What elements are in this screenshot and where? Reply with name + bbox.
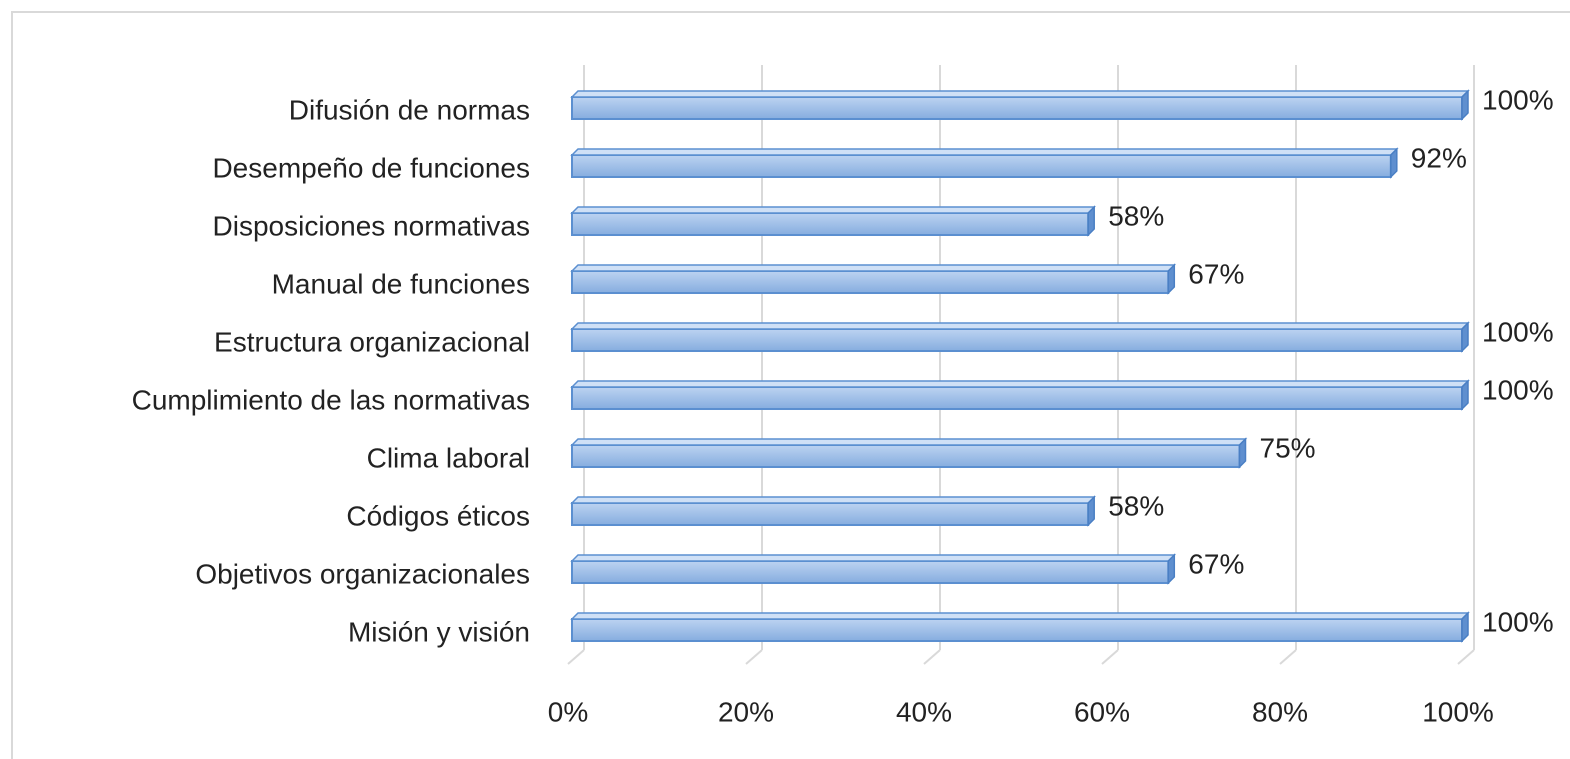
bar (571, 560, 1170, 584)
bar (571, 502, 1090, 526)
bar-top (570, 438, 1248, 446)
y-tick-label: Difusión de normas (289, 94, 530, 125)
y-tick-label: Disposiciones normativas (213, 210, 530, 241)
grid-floor-line (1457, 649, 1475, 665)
bar-side (1461, 321, 1469, 353)
value-label: 67% (1188, 258, 1244, 289)
bar (571, 270, 1170, 294)
y-tick-label: Objetivos organizacionales (195, 558, 530, 589)
grid-floor-line (567, 649, 585, 665)
y-tick-label: Estructura organizacional (214, 326, 530, 357)
bar-side (1238, 437, 1247, 469)
grid-floor-line (1101, 649, 1119, 665)
value-label: 67% (1188, 548, 1244, 579)
y-tick-label: Clima laboral (367, 442, 530, 473)
bar (571, 154, 1392, 178)
bar-side (1461, 89, 1469, 121)
value-label: 92% (1411, 142, 1467, 173)
grid-floor-line (745, 649, 763, 665)
bar-side (1167, 263, 1176, 295)
bar-top (570, 206, 1097, 214)
bar-side (1087, 495, 1095, 527)
bar-side (1390, 147, 1398, 179)
bar-top (570, 380, 1470, 388)
value-label: 58% (1108, 490, 1164, 521)
x-tick-label: 20% (718, 696, 774, 727)
bar (571, 444, 1241, 468)
value-label: 75% (1260, 432, 1316, 463)
bar (571, 618, 1463, 642)
bar-top (570, 612, 1470, 620)
bar-top (570, 554, 1177, 562)
x-tick-label: 60% (1074, 696, 1130, 727)
y-tick-label: Manual de funciones (272, 268, 530, 299)
x-tick-label: 0% (548, 696, 588, 727)
bar-side (1167, 553, 1176, 585)
x-tick-label: 100% (1422, 696, 1494, 727)
value-label: 58% (1108, 200, 1164, 231)
y-tick-label: Desempeño de funciones (212, 152, 530, 183)
x-tick-label: 80% (1252, 696, 1308, 727)
bar-top (570, 322, 1470, 330)
grid-floor-line (923, 649, 941, 665)
bar-top (570, 264, 1177, 272)
bar-side (1461, 611, 1469, 643)
bar-side (1087, 205, 1095, 237)
y-tick-label: Códigos éticos (346, 500, 530, 531)
grid-floor-line (1279, 649, 1297, 665)
value-label: 100% (1482, 84, 1554, 115)
x-tick-label: 40% (896, 696, 952, 727)
bar (571, 386, 1463, 410)
value-label: 100% (1482, 374, 1554, 405)
bar-top (570, 496, 1097, 504)
bar (571, 96, 1463, 120)
y-tick-label: Misión y visión (348, 616, 530, 647)
value-label: 100% (1482, 316, 1554, 347)
bar (571, 328, 1463, 352)
bar-top (570, 148, 1399, 156)
bar (571, 212, 1090, 236)
bar-top (570, 90, 1470, 98)
bar-side (1461, 379, 1469, 411)
y-tick-label: Cumplimiento de las normativas (132, 384, 530, 415)
value-label: 100% (1482, 606, 1554, 637)
